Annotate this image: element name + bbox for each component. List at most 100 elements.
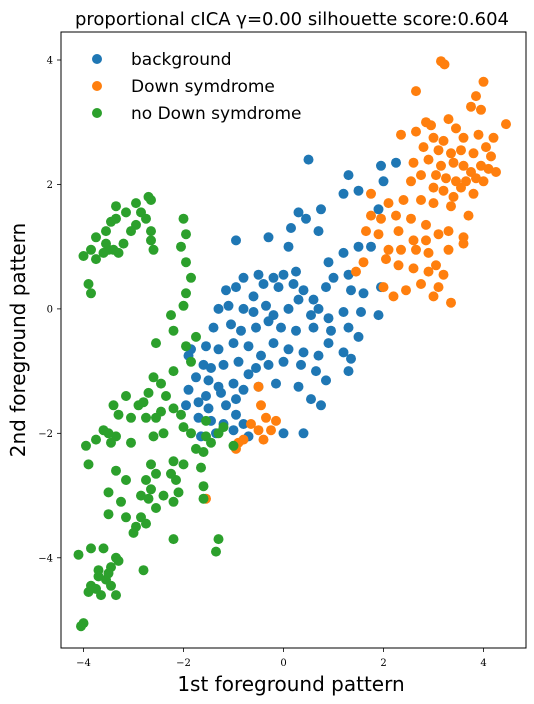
scatter-point-series-2-95 (168, 496, 179, 507)
scatter-point-series-2-124 (103, 568, 114, 579)
scatter-point-series-1-55 (366, 210, 376, 221)
scatter-point-series-0-74 (338, 347, 349, 358)
scatter-point-series-1-48 (446, 201, 456, 212)
scatter-point-series-2-90 (116, 496, 126, 507)
scatter-point-series-0-54 (226, 319, 236, 330)
scatter-point-series-2-109 (113, 555, 124, 566)
scatter-point-series-0-6 (378, 176, 389, 187)
scatter-point-series-0-34 (328, 272, 339, 283)
scatter-point-series-2-113 (138, 565, 149, 576)
y-tick-label: 2 (47, 180, 53, 191)
scatter-point-series-1-27 (423, 154, 434, 165)
scatter-point-series-2-103 (128, 527, 139, 538)
scatter-point-series-2-62 (81, 440, 91, 451)
scatter-point-series-1-50 (383, 198, 394, 209)
scatter-point-series-2-50 (121, 391, 131, 401)
scatter-point-series-1-93 (258, 434, 269, 445)
scatter-point-series-1-11 (501, 119, 511, 130)
scatter-point-series-0-59 (291, 325, 301, 336)
x-tick-label: 0 (280, 658, 286, 669)
scatter-point-series-1-5 (476, 104, 486, 115)
scatter-point-series-1-34 (491, 167, 501, 177)
x-tick-label: −2 (176, 658, 191, 669)
scatter-point-series-2-74 (228, 440, 239, 451)
scatter-point-series-1-37 (441, 173, 451, 184)
scatter-point-series-0-27 (278, 269, 289, 280)
scatter-point-series-2-8 (141, 213, 151, 224)
scatter-point-series-2-93 (158, 490, 169, 501)
scatter-point-series-0-108 (193, 412, 204, 423)
scatter-point-series-2-31 (186, 272, 196, 283)
scatter-point-series-2-104 (213, 534, 224, 545)
scatter-point-series-1-14 (428, 132, 439, 143)
scatter-point-series-2-48 (168, 403, 179, 414)
scatter-point-series-1-7 (443, 114, 454, 125)
scatter-point-series-0-45 (283, 303, 294, 314)
scatter-point-series-1-92 (246, 419, 256, 429)
scatter-point-series-0-102 (238, 384, 249, 395)
scatter-point-series-2-68 (191, 443, 201, 454)
scatter-point-series-0-39 (213, 303, 224, 314)
scatter-point-series-1-98 (256, 400, 266, 411)
scatter-point-series-2-96 (151, 503, 161, 513)
scatter-point-series-1-21 (446, 148, 456, 159)
plot-frame (60, 31, 527, 649)
legend: background Down symdrome no Down symdrome (92, 50, 301, 124)
scatter-point-series-1-19 (418, 142, 429, 153)
scatter-point-series-2-106 (86, 543, 96, 554)
scatter-point-series-0-18 (366, 241, 376, 252)
scatter-point-series-2-32 (181, 288, 191, 299)
legend-label: Down symdrome (131, 77, 275, 97)
scatter-point-series-0-95 (271, 378, 281, 389)
scatter-point-series-0-78 (198, 359, 209, 370)
axis-ticks: −4 −2 0 2 4 −4 −2 0 2 4 (38, 56, 486, 670)
scatter-point-series-0-14 (313, 226, 324, 237)
scatter-point-series-0-116 (278, 428, 289, 439)
scatter-point-series-0-56 (251, 322, 261, 333)
scatter-point-series-2-10 (101, 226, 111, 237)
scatter-point-series-1-10 (451, 123, 461, 134)
scatter-point-series-2-33 (178, 300, 189, 311)
scatter-point-series-2-29 (176, 241, 186, 252)
scatter-point-series-0-98 (183, 384, 194, 395)
scatter-point-series-1-79 (423, 266, 434, 277)
scatter-point-series-0-103 (181, 400, 191, 411)
scatter-point-series-2-54 (141, 412, 151, 423)
scatter-point-series-0-93 (243, 369, 254, 380)
scatter-point-series-0-35 (343, 269, 354, 280)
scatter-point-series-2-94 (198, 493, 209, 504)
scatter-point-series-1-52 (416, 195, 426, 205)
scatter-point-series-2-34 (166, 310, 176, 321)
scatter-point-series-2-92 (143, 493, 154, 504)
scatter-point-series-1-57 (391, 210, 401, 221)
scatter-point-series-1-35 (416, 170, 426, 181)
scatter-point-series-0-73 (323, 338, 334, 349)
scatter-point-series-0-12 (263, 232, 274, 243)
scatter-point-series-1-2 (478, 76, 489, 87)
scatter-point-series-2-123 (93, 571, 104, 582)
scatter-point-series-2-2 (131, 198, 141, 209)
scatter-point-series-1-41 (478, 176, 489, 187)
scatter-point-series-0-40 (223, 300, 234, 311)
scatter-point-series-0-33 (321, 282, 331, 293)
scatter-point-series-1-94 (266, 425, 276, 436)
scatter-point-series-0-111 (238, 419, 249, 429)
scatter-point-series-2-88 (198, 481, 209, 492)
scatter-point-series-1-4 (471, 91, 481, 102)
scatter-point-series-2-80 (196, 462, 206, 473)
scatter-point-series-1-88 (446, 297, 456, 308)
scatter-point-series-2-77 (146, 459, 156, 470)
scatter-point-series-1-53 (428, 198, 439, 209)
scatter-point-series-2-86 (146, 484, 156, 495)
scatter-point-series-0-0 (303, 154, 314, 165)
scatter-point-series-2-41 (156, 378, 166, 389)
scatter-point-series-1-15 (438, 135, 449, 146)
scatter-point-series-0-53 (208, 322, 219, 333)
scatter-point-series-0-24 (248, 291, 259, 302)
scatter-point-series-0-21 (238, 272, 249, 283)
scatter-point-series-2-72 (201, 415, 211, 426)
scatter-point-series-0-97 (306, 394, 316, 405)
scatter-point-series-2-20 (91, 254, 101, 265)
scatter-point-series-0-65 (213, 344, 224, 355)
scatter-point-series-2-44 (143, 387, 154, 398)
